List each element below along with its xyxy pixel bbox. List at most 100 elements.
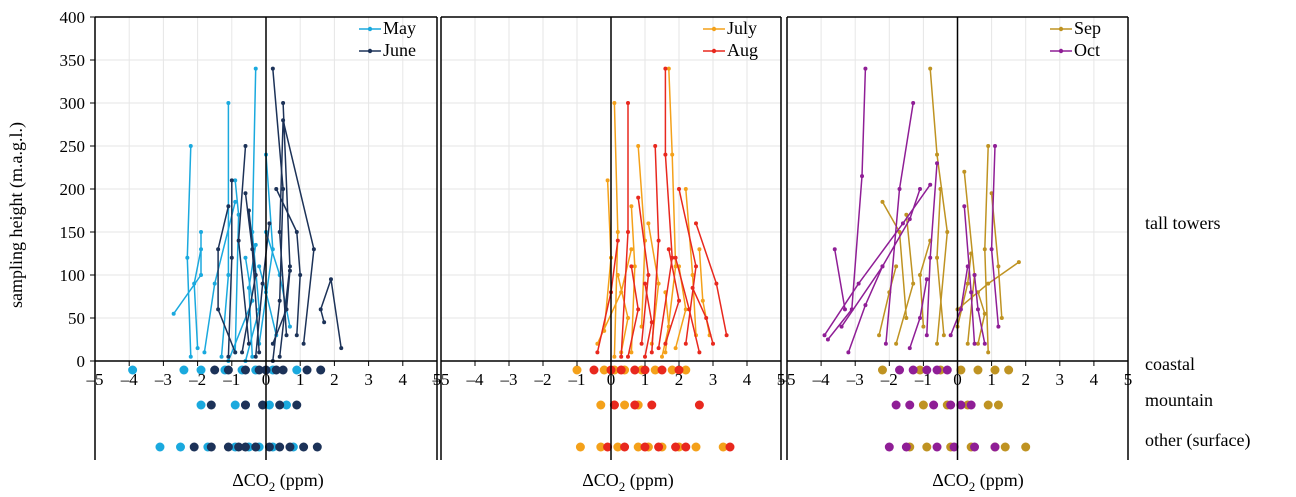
- panel-1-june-profile-point: [284, 333, 289, 338]
- panel-2-july-profile-point: [629, 247, 634, 252]
- panel-3-sep-mountain-marker: [918, 400, 928, 410]
- panel-2-xtick-label: –3: [500, 370, 518, 389]
- panel-2-aug-coastal-marker: [630, 365, 640, 375]
- panel-1-june-mountain-marker: [206, 400, 216, 410]
- panel-3-oct-profile-point: [825, 337, 830, 342]
- panel-3-sep-profile-point: [986, 281, 991, 286]
- panel-2-aug-profile-point: [639, 341, 644, 346]
- row-label-mountain: mountain: [1145, 390, 1213, 410]
- panel-3-oct-profile-point: [832, 247, 837, 252]
- panel-3-xtick-label: 0: [953, 370, 962, 389]
- panel-3-sep-coastal-marker: [877, 365, 887, 375]
- panel-1-may-profile-point: [199, 230, 204, 234]
- panel-2-aug-profile-point: [694, 221, 698, 226]
- panel-3-sep-profile-point: [965, 341, 970, 346]
- panel-1-may-profile-point: [253, 242, 258, 247]
- panel-3-oct-profile-point: [962, 204, 967, 209]
- panel-1-june-other-marker: [285, 442, 295, 452]
- panel-3-oct-profile-point: [863, 303, 868, 308]
- panel-3-oct-profile-point: [822, 333, 827, 338]
- panel-1-june-profile-line: [272, 68, 284, 362]
- panel-2-aug-profile-point: [615, 238, 620, 243]
- panel-1-may-profile-point: [199, 273, 204, 277]
- panel-1-june-profile-point: [270, 66, 275, 71]
- panel-3-sep-profile-point: [897, 230, 902, 234]
- panel-3-oct-profile-line: [909, 279, 928, 349]
- panel-3-sep-other-marker: [922, 442, 932, 452]
- panel-2-july-profile-point: [673, 264, 678, 269]
- panel-3-sep-profile-line: [929, 68, 949, 344]
- panel-1-june-profile-point: [240, 350, 245, 355]
- panel-1-june-other-marker: [264, 442, 274, 452]
- panel-3-sep-coastal-marker: [973, 365, 983, 375]
- panel-1-june-profile-point: [243, 191, 248, 196]
- panel-1-june-profile-point: [284, 307, 289, 312]
- panel-3-oct-profile-point: [972, 273, 977, 277]
- panel-1-june-profile-line: [275, 188, 301, 336]
- panel-2-july-profile-point: [663, 350, 668, 355]
- panel-2-aug-profile-point: [653, 144, 658, 148]
- panel-2-aug-other-marker: [654, 442, 664, 452]
- panel-2-aug-other-marker: [620, 442, 630, 452]
- panel-2-aug-profile-point: [626, 354, 630, 359]
- panel-1-june-mountain-marker: [275, 400, 285, 410]
- panel-1-june-profile-point: [260, 281, 265, 286]
- panel-1-june-profile-point: [281, 118, 286, 123]
- panel-2-aug-profile-point: [673, 255, 678, 260]
- panel-1-may-profile-point: [202, 350, 207, 355]
- panel-2-aug-other-marker: [640, 442, 650, 452]
- panel-3-oct-profile-point: [924, 333, 929, 338]
- panel-3-oct-profile-point: [989, 247, 994, 252]
- panel-2-july-profile-point: [612, 101, 617, 105]
- panel-2-july-profile-point: [673, 346, 678, 351]
- x-axis-label-panel-1: ΔCO2 (ppm): [232, 470, 324, 494]
- panel-1-june-profile-point: [216, 247, 221, 252]
- panel-2-july-other-marker: [633, 442, 643, 452]
- panel-2-aug-coastal-marker: [674, 365, 684, 375]
- panel-3-oct-profile-point: [982, 341, 987, 346]
- panel-3-sep-profile-point: [1016, 260, 1021, 265]
- panel-2-july-profile-point: [626, 316, 630, 320]
- panel-3-oct-profile-point: [883, 341, 888, 346]
- ytick-label: 400: [60, 8, 86, 27]
- panel-3-oct-profile-line: [823, 184, 931, 336]
- panel-2-july-profile-point: [697, 247, 702, 252]
- panel-2-aug-profile-point: [663, 341, 668, 346]
- panel-3-sep-coastal-marker: [915, 365, 925, 375]
- panel-3-oct-profile-point: [880, 264, 885, 269]
- panel-2-july-other-marker: [613, 442, 623, 452]
- panel-2-aug-coastal-marker: [589, 365, 599, 375]
- panel-2-aug-mountain-marker: [694, 400, 704, 410]
- panel-2-aug-profile-point: [694, 264, 698, 269]
- panel-1-xtick-label: 3: [364, 370, 373, 389]
- panel-3-oct-coastal-marker: [932, 365, 942, 375]
- panel-1-xtick-label: 4: [399, 370, 408, 389]
- panel-1-may-profile-point: [257, 264, 262, 269]
- panel-1-june-mountain-marker: [240, 400, 250, 410]
- panel-1-may-profile-point: [212, 281, 217, 286]
- panel-1-june-coastal-marker: [254, 365, 264, 375]
- panel-3-sep-profile-point: [945, 230, 950, 234]
- panel-3-sep-profile-point: [996, 264, 1001, 269]
- panel-3-oct-other-marker: [990, 442, 1000, 452]
- y-axis-label: sampling height (m.a.g.l.): [6, 122, 27, 308]
- panel-1-may-mountain-marker: [230, 400, 240, 410]
- panel-2-july-profile-point: [605, 178, 610, 183]
- panel-3-oct-coastal-marker: [922, 365, 932, 375]
- panel-3-oct-coastal-marker: [895, 365, 905, 375]
- panel-1-legend-marker: [367, 48, 373, 54]
- panel-1-june-profile-point: [253, 354, 258, 359]
- panel-2-aug-profile-point: [687, 307, 692, 312]
- panel-3-oct-profile-point: [911, 101, 916, 105]
- panel-1-may-profile-line: [186, 145, 192, 357]
- panel-2-july-other-marker: [596, 442, 606, 452]
- panel-1-xtick-label: –1: [222, 370, 240, 389]
- panel-3-sep-coastal-marker: [1004, 365, 1014, 375]
- panel-2-july-profile-point: [666, 66, 671, 71]
- panel-1-may-profile-point: [171, 311, 176, 316]
- panel-1-may-coastal-marker: [179, 365, 189, 375]
- panel-2-aug-profile-point: [626, 230, 630, 234]
- panel-3-sep-profile-point: [921, 324, 926, 329]
- panel-3-oct-mountain-marker: [891, 400, 901, 410]
- panel-1-june-profile-line: [217, 206, 236, 353]
